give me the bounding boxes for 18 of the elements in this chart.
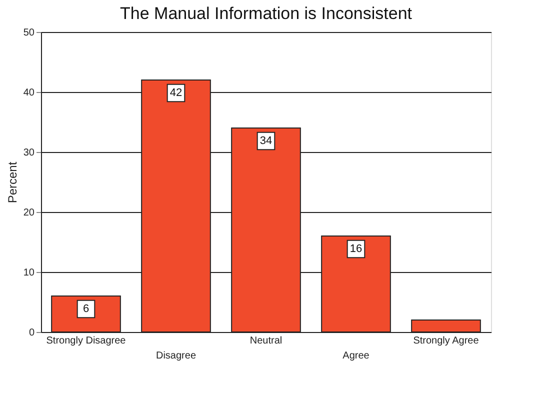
data-label: 34 (260, 135, 272, 147)
data-label: 6 (82, 303, 90, 315)
y-tick-label: 10 (23, 268, 35, 278)
y-tick-label: 0 (28, 328, 35, 338)
x-tick-label: Neutral (250, 336, 282, 346)
y-tick-label: 50 (23, 28, 35, 38)
bar (411, 320, 481, 332)
x-tick-label: Disagree (156, 350, 196, 362)
y-tick-label: 30 (23, 148, 35, 158)
y-axis-title: Percent (5, 161, 20, 204)
data-label: 16 (350, 243, 362, 255)
x-tick-label: Strongly Disagree (46, 336, 126, 346)
chart-title: The Manual Information is Inconsistent (120, 4, 412, 23)
x-tick-label: Strongly Agree (413, 336, 480, 346)
x-tick-label: Agree (342, 350, 370, 362)
data-label: 42 (170, 87, 182, 99)
y-tick-label: 20 (23, 208, 35, 218)
y-tick-label: 40 (23, 88, 35, 98)
